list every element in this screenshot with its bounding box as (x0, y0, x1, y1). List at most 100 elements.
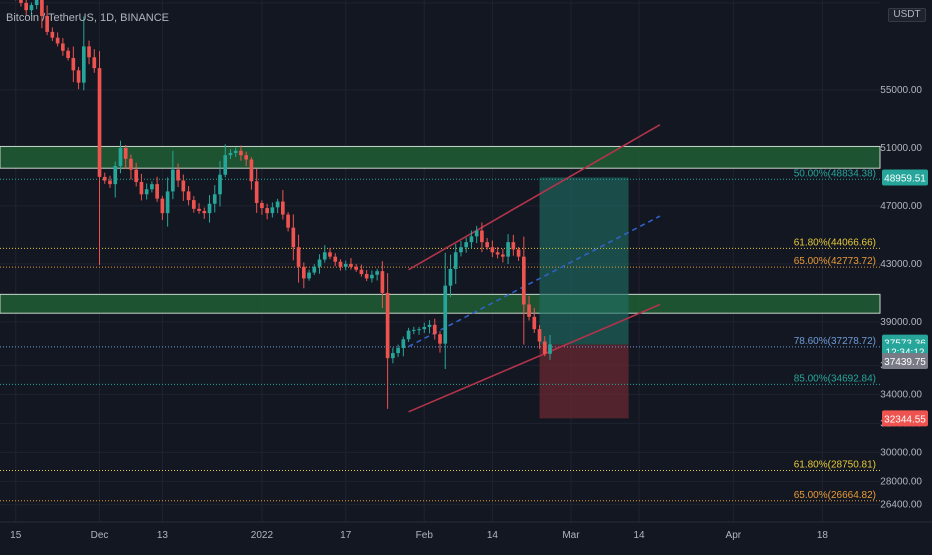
candle-body (61, 43, 65, 51)
support-zone (0, 293, 881, 314)
candle-body (113, 166, 118, 185)
stop-loss-zone (539, 344, 629, 419)
candle-body (438, 334, 442, 344)
price-tag (882, 169, 928, 186)
fib-level-label: 61.80%(44066.66) (794, 237, 876, 248)
candle-body (19, 0, 23, 3)
candle-body (506, 242, 510, 257)
candle-body (260, 203, 264, 209)
x-tick-label: Apr (726, 530, 742, 541)
candle-body (296, 247, 301, 267)
candle-body (102, 176, 107, 181)
candle-body (55, 37, 60, 44)
candle-body (134, 169, 139, 182)
candle-body (218, 174, 222, 195)
fib-level-label: 50.00%(48834.38) (794, 168, 876, 179)
candle-body (197, 208, 201, 211)
candle-body (97, 68, 102, 177)
candle-body (537, 329, 542, 342)
candle-body (191, 200, 196, 209)
candle-body (328, 252, 332, 257)
candle-body (401, 339, 406, 348)
candle-body (29, 5, 34, 11)
candle-body (480, 230, 484, 243)
candle-body (448, 268, 453, 286)
candle-body (443, 285, 448, 344)
candle-body (176, 169, 180, 181)
candle-body (24, 2, 29, 11)
candle-body (501, 254, 505, 257)
candle-body (129, 158, 133, 170)
fib-level-label: 85.00%(34692.84) (794, 373, 876, 384)
candle-body (312, 266, 317, 273)
candle-body (186, 191, 191, 201)
candle-body (239, 150, 243, 156)
candle-body (207, 203, 212, 214)
candle-body (66, 50, 70, 58)
candle-body (459, 247, 463, 253)
candle-body (291, 227, 296, 248)
candle-body (144, 189, 149, 195)
x-tick-label: 14 (633, 530, 645, 541)
candle-body (181, 180, 186, 192)
y-tick-label: 30000.00 (880, 447, 922, 458)
candle-body (223, 155, 228, 175)
candle-body (123, 147, 128, 159)
fib-level-label: 65.00%(26664.82) (794, 490, 876, 501)
candle-body (411, 329, 416, 331)
candle-body (286, 214, 290, 228)
candle-body (490, 247, 495, 253)
candle-body (417, 329, 421, 331)
candle-body (343, 263, 348, 267)
candle-body (396, 348, 400, 354)
candle-body (464, 242, 469, 248)
candle-body (244, 155, 249, 160)
candle-body (375, 271, 379, 275)
candle-body (301, 266, 306, 279)
candle-body (71, 58, 76, 71)
candle-body (233, 150, 238, 153)
candle-body (385, 292, 390, 359)
candle-body (249, 159, 254, 182)
price-tag-label: 32344.55 (884, 414, 926, 425)
candle-body (511, 242, 516, 250)
candle-body (254, 181, 259, 203)
y-tick-label: 55000.00 (880, 85, 922, 96)
candle-body (317, 259, 322, 267)
candle-body (338, 261, 343, 267)
candle-body (474, 230, 479, 237)
candle-body (354, 266, 359, 270)
candle-body (76, 70, 81, 83)
candle-body (165, 191, 170, 214)
price-tag-label: 37439.75 (884, 357, 926, 368)
candle-body (542, 341, 547, 354)
currency-unit-button[interactable]: USDT (888, 8, 926, 22)
candle-body (155, 184, 159, 199)
y-tick-label: 39000.00 (880, 317, 922, 328)
price-tag-label: 48959.51 (884, 173, 926, 184)
x-tick-label: 17 (340, 530, 352, 541)
candle-body (521, 256, 526, 305)
candle-body (370, 274, 374, 279)
fib-level-label: 78.60%(37278.72) (794, 336, 876, 347)
symbol-title: Bitcoin / TetherUS, 1D, BINANCE (6, 12, 170, 24)
channel-upper-line (408, 124, 661, 271)
candle-body (548, 344, 552, 354)
y-tick-label: 47000.00 (880, 201, 922, 212)
candle-body (391, 353, 395, 359)
candle-body (228, 152, 233, 156)
candle-body (281, 201, 285, 215)
candle-body (81, 46, 86, 83)
candle-body (87, 46, 91, 58)
y-tick-label: 51000.00 (880, 143, 922, 154)
x-tick-label: 14 (487, 530, 499, 541)
channel-lower-line (408, 303, 661, 413)
candle-body (469, 236, 474, 243)
candle-body (422, 326, 427, 330)
candle-body (495, 252, 500, 255)
candle-body (265, 208, 269, 214)
candle-body (171, 169, 175, 192)
candle-body (453, 252, 458, 269)
